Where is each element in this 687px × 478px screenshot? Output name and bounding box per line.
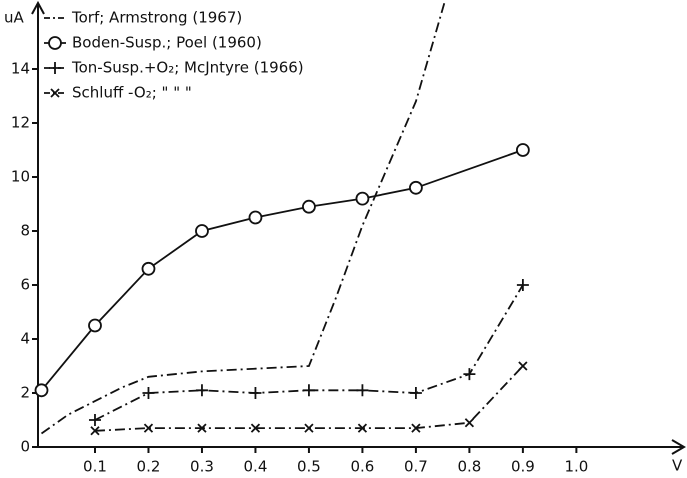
marker [249, 387, 262, 399]
marker [411, 423, 421, 433]
x-tick-label: 0.7 [404, 458, 428, 476]
marker [34, 383, 49, 398]
x-tick-label: 0.1 [83, 458, 107, 476]
marker [88, 318, 102, 333]
marker [516, 279, 529, 291]
y-axis-arrow [31, 0, 45, 15]
marker [250, 423, 261, 433]
x-axis-arrow [671, 439, 686, 455]
legend-label: Boden-Susp.; Poel (1960) [72, 34, 262, 52]
y-tick-label: 6 [20, 276, 30, 294]
y-tick-label: 10 [11, 168, 30, 186]
legend-marker [49, 62, 61, 74]
marker [90, 426, 100, 436]
legend-label: Schluff -O₂; " " " [72, 84, 192, 102]
marker [197, 423, 207, 433]
marker [304, 423, 314, 433]
series-line [40, 149, 524, 391]
series-line [40, 1, 446, 435]
y-tick-label: 8 [20, 222, 30, 240]
y-tick-label: 0 [20, 438, 30, 456]
marker [463, 368, 476, 381]
marker [141, 261, 156, 276]
series-line [94, 284, 524, 421]
marker [195, 224, 209, 238]
x-tick-label: 0.8 [457, 458, 481, 476]
marker [302, 199, 316, 214]
marker [142, 387, 155, 399]
x-tick-label: 1.0 [564, 458, 588, 476]
x-tick-label: 0.5 [297, 458, 321, 476]
series-line [94, 365, 524, 432]
marker [515, 143, 530, 157]
y-tick-label: 4 [20, 330, 30, 348]
y-tick-label: 12 [11, 114, 30, 132]
marker [357, 423, 368, 433]
marker [355, 191, 370, 206]
legend-marker [50, 88, 60, 98]
marker [248, 210, 263, 225]
legend-label: Ton-Susp.+O₂; McJntyre (1966) [71, 59, 304, 77]
marker [464, 418, 475, 428]
marker [302, 384, 315, 397]
legend-marker [48, 36, 62, 50]
y-tick-label: 14 [11, 60, 30, 78]
x-tick-label: 0.2 [137, 458, 161, 476]
marker [409, 180, 423, 195]
x-tick-label: 0.3 [190, 458, 214, 476]
marker [356, 384, 369, 397]
x-tick-label: 0.9 [511, 458, 535, 476]
marker [143, 423, 154, 433]
x-axis-label: V [672, 457, 683, 475]
y-axis-label: uA [4, 9, 25, 27]
y-tick-label: 2 [20, 384, 30, 402]
marker [88, 414, 101, 426]
x-tick-label: 0.4 [244, 458, 268, 476]
marker [195, 384, 208, 397]
marker [518, 361, 528, 371]
marker [409, 387, 422, 399]
legend-label: Torf; Armstrong (1967) [71, 9, 242, 27]
x-tick-label: 0.6 [350, 458, 374, 476]
